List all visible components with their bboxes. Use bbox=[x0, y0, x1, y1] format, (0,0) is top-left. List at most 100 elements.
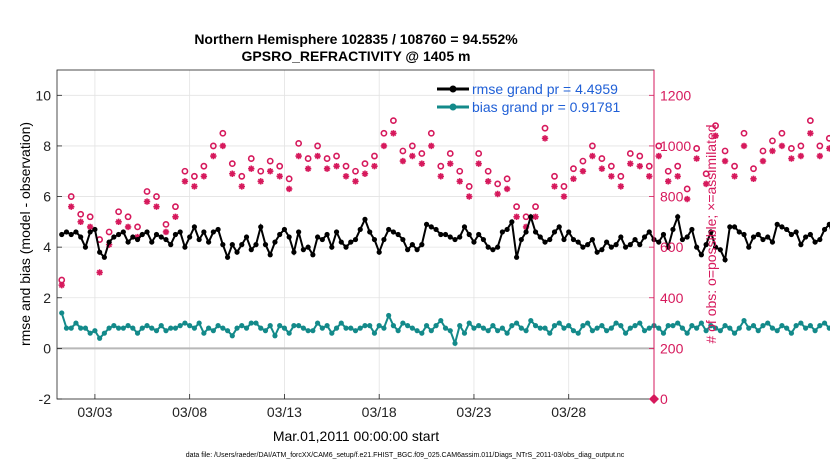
bias-point bbox=[637, 320, 643, 326]
rmse-point bbox=[528, 214, 534, 220]
bias-point bbox=[362, 323, 368, 329]
bias-point bbox=[755, 328, 761, 334]
rmse-point bbox=[774, 221, 780, 227]
bias-point bbox=[262, 328, 269, 334]
rmse-point bbox=[750, 234, 757, 240]
obs-assimilated-point bbox=[181, 178, 189, 185]
bias-point bbox=[660, 330, 667, 336]
x-tick-label: 03/23 bbox=[456, 404, 491, 420]
x-tick-label: 03/03 bbox=[77, 404, 112, 420]
y2-tick-label: 600 bbox=[660, 239, 684, 255]
bias-point bbox=[452, 340, 458, 346]
obs-possible-point bbox=[475, 150, 483, 157]
obs-possible-point bbox=[276, 162, 284, 170]
obs-assimilated-point bbox=[788, 155, 795, 162]
obs-possible-point bbox=[503, 175, 511, 183]
obs-possible-point bbox=[77, 210, 85, 218]
bias-point bbox=[817, 323, 823, 329]
rmse-point bbox=[168, 242, 174, 248]
obs-possible-point bbox=[247, 155, 255, 162]
obs-assimilated-point bbox=[797, 152, 805, 160]
y-axis-left: -2 0 2 4 6 8 10 bbox=[35, 87, 62, 407]
obs-possible-point bbox=[551, 172, 558, 180]
rmse-point bbox=[708, 229, 714, 235]
bias-point bbox=[281, 325, 288, 331]
obs-possible-point bbox=[570, 165, 577, 173]
rmse-point bbox=[731, 224, 738, 230]
obs-possible-point bbox=[693, 145, 701, 152]
obs-possible-point bbox=[816, 142, 824, 150]
bias-point bbox=[461, 330, 468, 336]
rmse-point bbox=[201, 229, 207, 235]
rmse-point bbox=[551, 229, 558, 235]
bias-point bbox=[518, 325, 524, 331]
obs-possible-point bbox=[702, 170, 710, 178]
rmse-point bbox=[163, 236, 169, 243]
rmse-point bbox=[765, 234, 771, 240]
obs-possible-point bbox=[626, 150, 634, 157]
y-axis-right: 0 200 400 600 800 1000 1200 bbox=[649, 70, 691, 407]
rmse-point bbox=[826, 221, 830, 227]
obs-assimilated-point bbox=[750, 175, 757, 183]
bias-point bbox=[613, 320, 619, 326]
obs-assimilated-point bbox=[475, 160, 482, 167]
bias-point bbox=[717, 328, 723, 334]
obs-assimilated-point bbox=[551, 183, 558, 190]
rmse-point bbox=[457, 234, 463, 240]
obs-possible-point bbox=[304, 155, 312, 162]
obs-assimilated-point bbox=[655, 152, 662, 160]
obs-assimilated-point bbox=[162, 228, 170, 236]
obs-assimilated-point bbox=[702, 180, 710, 188]
bias-point bbox=[324, 323, 330, 329]
rmse-point bbox=[428, 224, 434, 230]
y2-tick-label: 800 bbox=[660, 189, 684, 205]
obs-assimilated-point bbox=[721, 157, 729, 165]
rmse-point bbox=[694, 244, 700, 250]
rmse-point bbox=[537, 234, 543, 240]
rmse-point bbox=[670, 226, 676, 233]
rmse-point bbox=[741, 231, 747, 238]
obs-possible-point bbox=[371, 152, 378, 160]
legend-bias-label: bias grand pr = 0.91781 bbox=[472, 99, 620, 115]
obs-possible-point bbox=[674, 162, 682, 170]
bias-point bbox=[821, 320, 828, 326]
obs-possible-point bbox=[589, 142, 596, 150]
bias-point bbox=[144, 323, 150, 329]
rmse-point bbox=[447, 234, 453, 240]
bias-point bbox=[357, 325, 363, 331]
obs-possible-point bbox=[825, 134, 830, 142]
rmse-point bbox=[660, 231, 667, 238]
rmse-point bbox=[224, 254, 231, 260]
bias-point bbox=[599, 323, 605, 329]
bias-point bbox=[68, 325, 74, 331]
rmse-point bbox=[229, 242, 235, 248]
obs-possible-point bbox=[228, 160, 236, 168]
bias-point bbox=[115, 325, 122, 331]
obs-assimilated-point bbox=[172, 213, 179, 220]
legend-rmse-label: rmse grand pr = 4.4959 bbox=[472, 81, 618, 97]
rmse-point bbox=[63, 229, 70, 235]
rmse-point bbox=[73, 229, 79, 235]
rmse-point bbox=[182, 244, 188, 250]
rmse-point bbox=[604, 239, 610, 245]
obs-possible-point bbox=[655, 142, 663, 150]
obs-assimilated-point bbox=[560, 193, 568, 200]
bias-point bbox=[163, 328, 169, 334]
rmse-point bbox=[101, 254, 107, 260]
rmse-point bbox=[210, 229, 216, 235]
bias-point bbox=[78, 325, 84, 331]
bias-point bbox=[727, 325, 733, 331]
rmse-point bbox=[381, 236, 387, 243]
bias-point bbox=[338, 320, 344, 326]
obs-assimilated-point bbox=[522, 223, 530, 231]
bias-point bbox=[694, 325, 700, 331]
obs-possible-point bbox=[456, 167, 464, 175]
obs-possible-point bbox=[105, 228, 113, 236]
rmse-point bbox=[220, 242, 226, 248]
obs-assimilated-point bbox=[456, 178, 463, 185]
obs-assimilated-point bbox=[295, 152, 302, 160]
bias-point bbox=[400, 320, 406, 326]
y-axis-label: rmse and bias (model - observation) bbox=[17, 122, 33, 346]
bias-point bbox=[589, 328, 596, 334]
y2-tick-label: 1200 bbox=[660, 87, 691, 103]
